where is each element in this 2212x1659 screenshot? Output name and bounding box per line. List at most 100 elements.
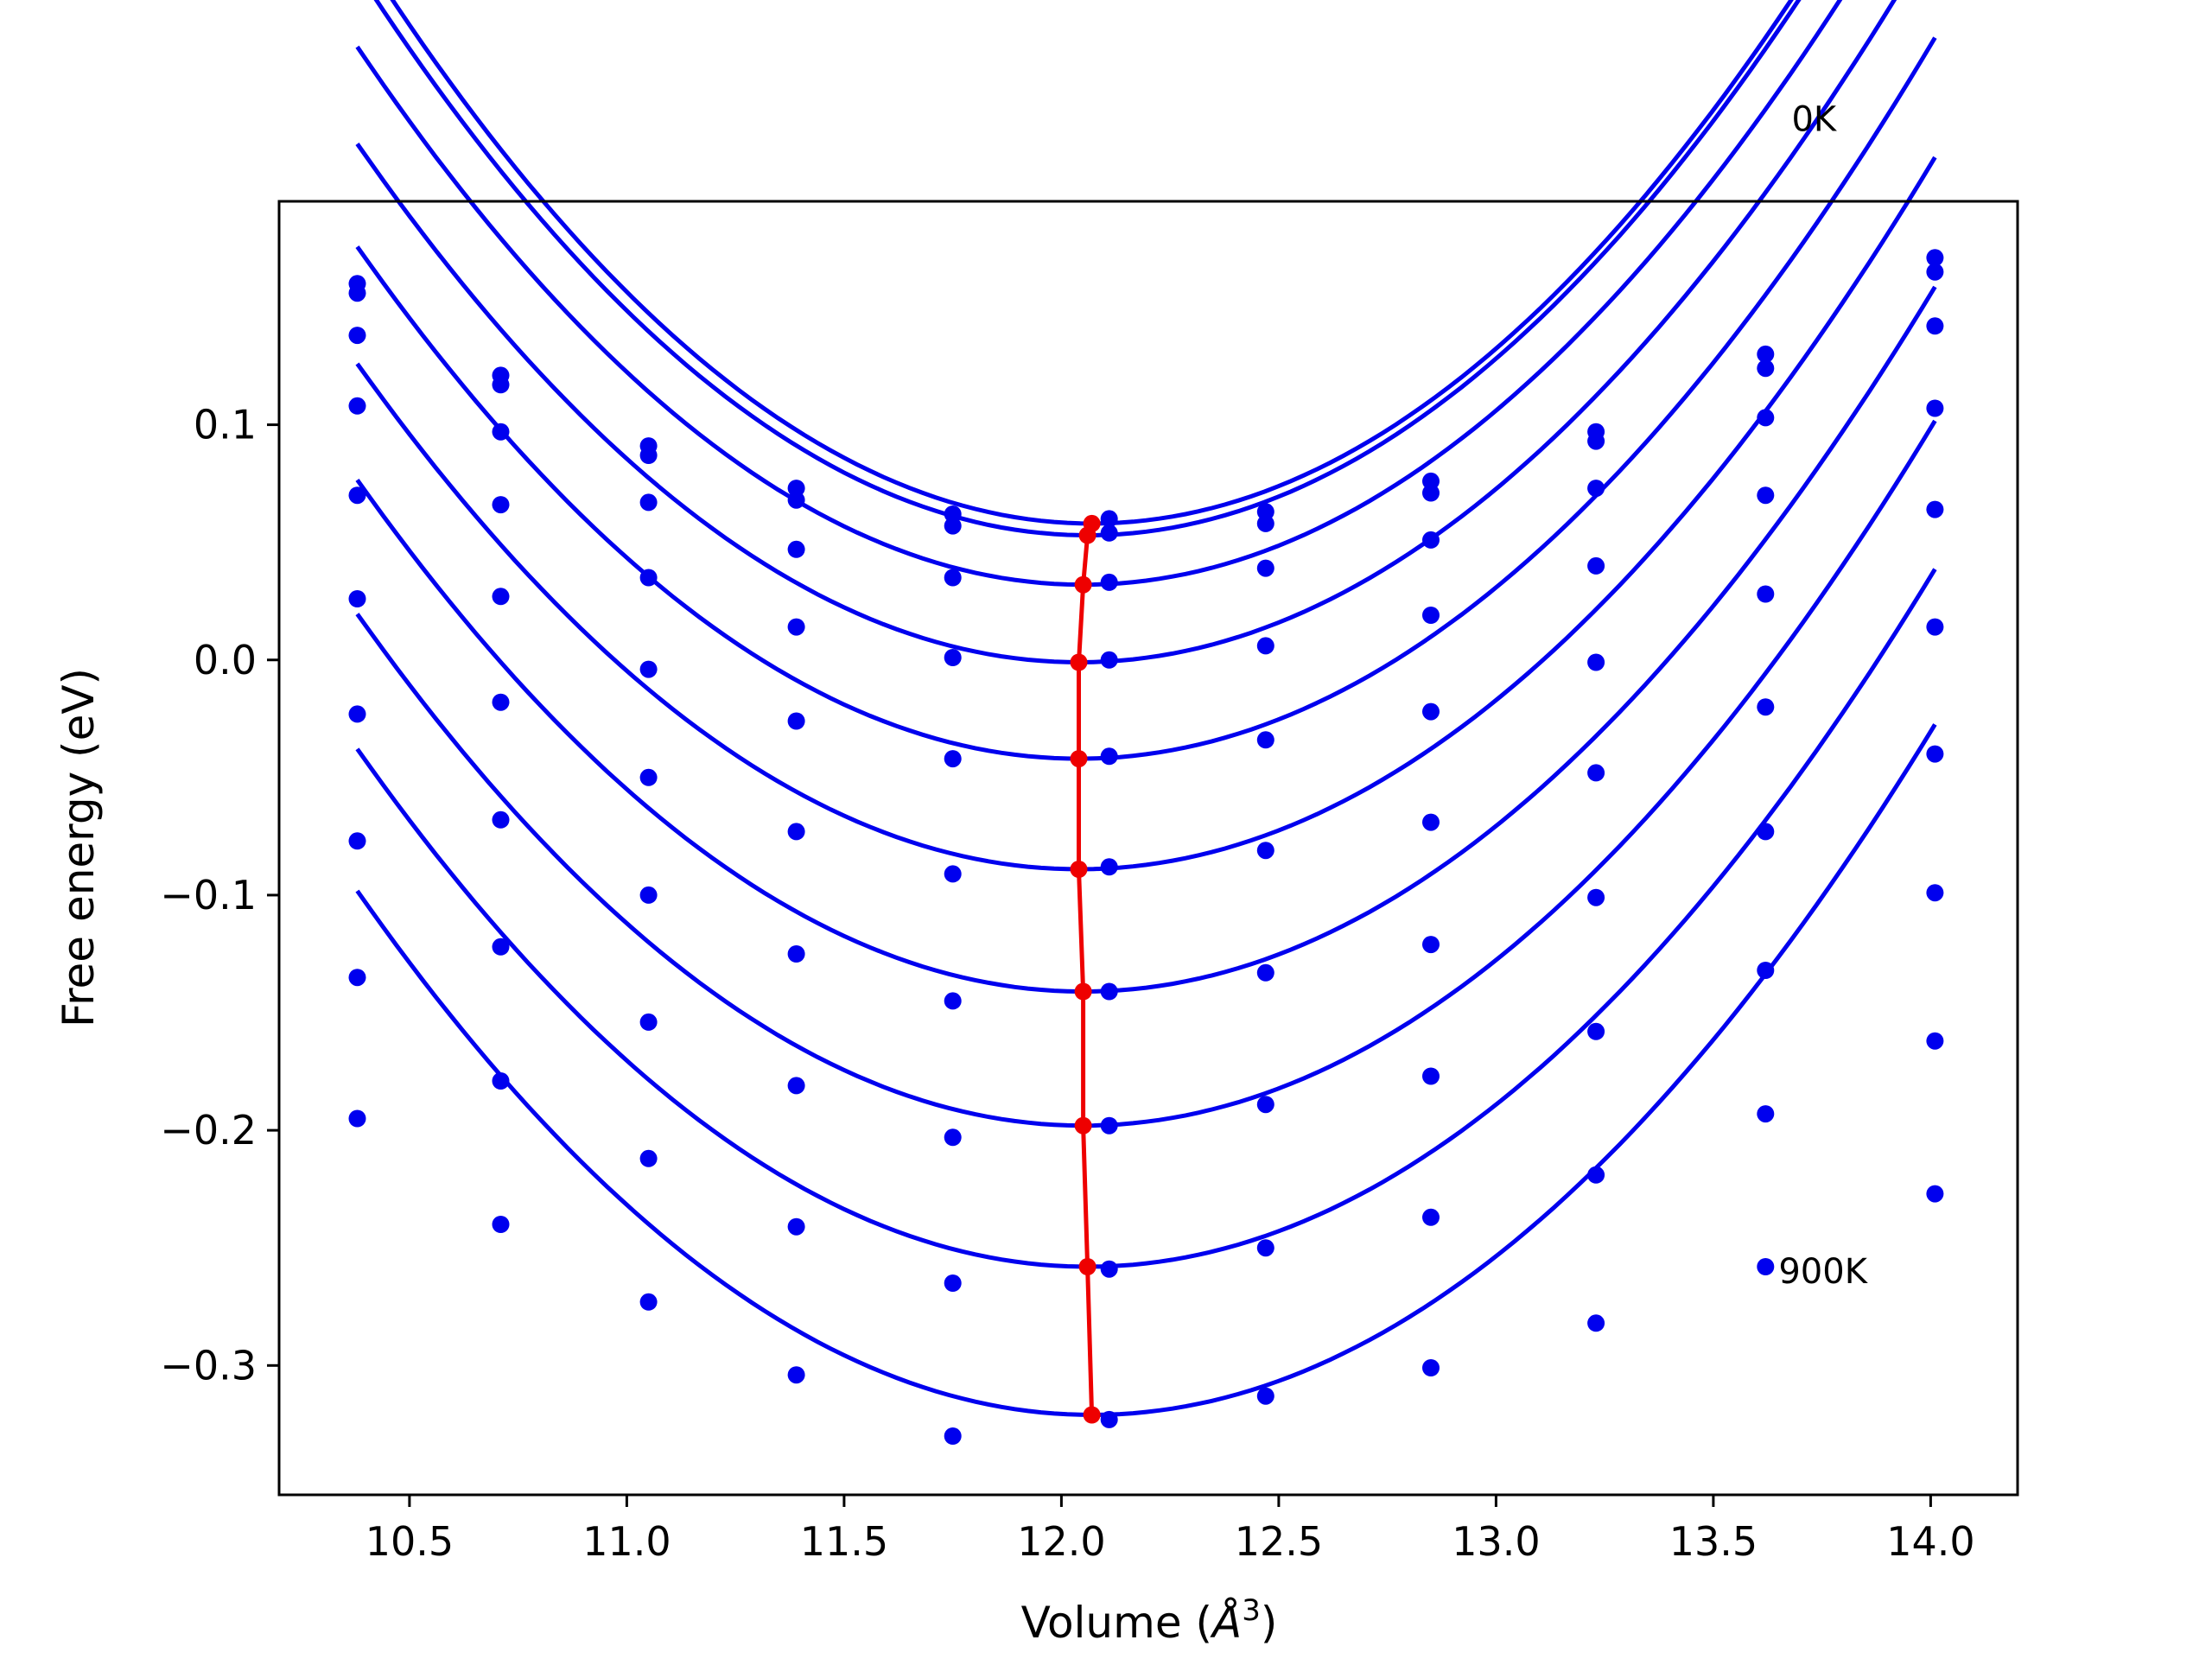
- fit-curve-1: [390, 0, 1794, 526]
- x-axis-title-close: ): [1261, 1598, 1278, 1648]
- data-point-s9-7: [1256, 1239, 1274, 1257]
- data-point-s7-8: [1422, 936, 1440, 954]
- data-point-s6-8: [1422, 813, 1440, 831]
- data-point-s6-9: [1587, 764, 1605, 782]
- data-point-s3-8: [1422, 531, 1440, 549]
- x-tick-label-2: 11.0: [582, 1518, 671, 1565]
- data-point-s3-3: [639, 493, 658, 512]
- data-point-s5-6: [1100, 747, 1118, 766]
- data-point-s2-10: [1757, 359, 1775, 378]
- x-axis-title-unit: Å: [1210, 1598, 1242, 1648]
- data-point-s2-11: [1926, 263, 1944, 281]
- axes-frame: [277, 200, 2019, 1497]
- data-point-s2-7: [1256, 514, 1274, 532]
- x-axis-title-text: Volume (: [1021, 1598, 1212, 1648]
- data-point-s7-4: [787, 945, 805, 963]
- data-point-s6-4: [787, 823, 805, 841]
- x-tick-label-7: 13.5: [1669, 1518, 1758, 1565]
- data-point-s6-11: [1926, 618, 1944, 636]
- minimum-point-6: [1070, 861, 1088, 878]
- data-point-s10-8: [1422, 1359, 1440, 1376]
- data-point-s10-7: [1256, 1387, 1274, 1405]
- data-point-s3-5: [944, 569, 962, 587]
- y-axis: −0.3 −0.2 −0.1 0.0 0.1: [160, 402, 279, 1389]
- data-point-s10-1: [348, 1109, 366, 1128]
- y-tick-label-4: 0.0: [194, 637, 257, 683]
- data-point-s6-2: [492, 693, 510, 711]
- data-point-s10-5: [944, 1427, 962, 1445]
- x-tick-label-3: 11.5: [800, 1518, 888, 1565]
- plot-area: [348, 0, 1944, 1445]
- data-point-s6-5: [944, 865, 962, 883]
- data-point-s2-2: [492, 376, 510, 394]
- data-point-s2-8: [1422, 484, 1440, 502]
- data-point-s8-10: [1757, 962, 1775, 979]
- fit-curve-5: [355, 36, 1937, 761]
- data-point-s2-5: [944, 517, 962, 535]
- data-point-s5-5: [944, 750, 962, 768]
- data-point-s3-7: [1256, 559, 1274, 577]
- data-point-s9-6: [1100, 1260, 1118, 1278]
- minimum-point-2: [1078, 526, 1096, 544]
- data-point-s9-8: [1422, 1208, 1440, 1226]
- data-point-s10-2: [492, 1216, 510, 1233]
- data-point-s7-5: [944, 992, 962, 1010]
- data-point-s3-11: [1926, 317, 1944, 335]
- data-point-s4-8: [1422, 607, 1440, 624]
- data-point-s7-9: [1587, 888, 1605, 906]
- data-point-s5-7: [1256, 731, 1274, 749]
- data-point-s8-6: [1100, 1116, 1118, 1135]
- data-point-s10-9: [1587, 1314, 1605, 1332]
- data-point-s8-1: [348, 832, 366, 850]
- fit-curve-3: [355, 0, 1843, 588]
- x-tick-label-6: 13.0: [1452, 1518, 1540, 1565]
- data-point-s5-3: [639, 660, 658, 678]
- data-point-s8-9: [1587, 1022, 1605, 1040]
- data-point-s10-10: [1757, 1258, 1775, 1275]
- minimum-point-9: [1078, 1258, 1096, 1275]
- fit-curve-4: [355, 0, 1897, 665]
- data-point-s3-9: [1587, 480, 1605, 498]
- y-tick-label-5: 0.1: [194, 402, 257, 448]
- data-point-s9-9: [1587, 1166, 1605, 1184]
- data-point-s1-11: [1926, 249, 1944, 267]
- fit-curve-2: [373, 0, 1802, 538]
- annotation-2: 900K: [1778, 1252, 1868, 1292]
- x-axis-title-superscript: 3: [1242, 1593, 1261, 1628]
- data-point-s3-10: [1757, 409, 1775, 427]
- data-point-s7-1: [348, 705, 366, 723]
- x-tick-label-1: 10.5: [365, 1518, 454, 1565]
- x-axis-title: Volume (Å3): [1021, 1593, 1278, 1648]
- y-tick-label-1: −0.3: [160, 1342, 257, 1389]
- data-point-s3-6: [1100, 573, 1118, 591]
- minimum-point-8: [1074, 1116, 1092, 1135]
- data-point-s8-5: [944, 1128, 962, 1147]
- data-point-s7-11: [1926, 745, 1944, 763]
- data-point-s7-6: [1100, 982, 1118, 1001]
- data-point-s1-6: [1100, 510, 1118, 528]
- data-point-s3-4: [787, 540, 805, 558]
- data-point-s7-3: [639, 886, 658, 904]
- data-point-s5-4: [787, 712, 805, 730]
- data-point-s4-10: [1757, 486, 1775, 505]
- data-point-s2-3: [639, 447, 658, 464]
- data-point-s5-10: [1757, 585, 1775, 603]
- data-point-s6-1: [348, 590, 366, 607]
- data-point-s8-3: [639, 1013, 658, 1031]
- minimum-point-10: [1083, 1406, 1101, 1424]
- data-point-s8-11: [1926, 884, 1944, 902]
- data-point-s2-4: [787, 491, 805, 509]
- data-point-s2-9: [1587, 432, 1605, 450]
- x-axis: 10.5 11.0 11.5 12.0 12.5 13.0 13.5 14.0: [365, 1495, 1975, 1565]
- data-point-s9-3: [639, 1149, 658, 1167]
- data-point-s8-2: [492, 938, 510, 956]
- data-point-s9-4: [787, 1217, 805, 1236]
- data-point-s9-11: [1926, 1032, 1944, 1050]
- data-point-s1-10: [1757, 345, 1775, 363]
- y-axis-title: Free energy (eV): [54, 668, 104, 1027]
- data-point-s5-11: [1926, 500, 1944, 518]
- data-point-s7-7: [1256, 963, 1274, 982]
- data-point-s9-5: [944, 1274, 962, 1292]
- fit-curve-10: [355, 723, 1937, 1418]
- fit-curve-8: [355, 419, 1937, 1128]
